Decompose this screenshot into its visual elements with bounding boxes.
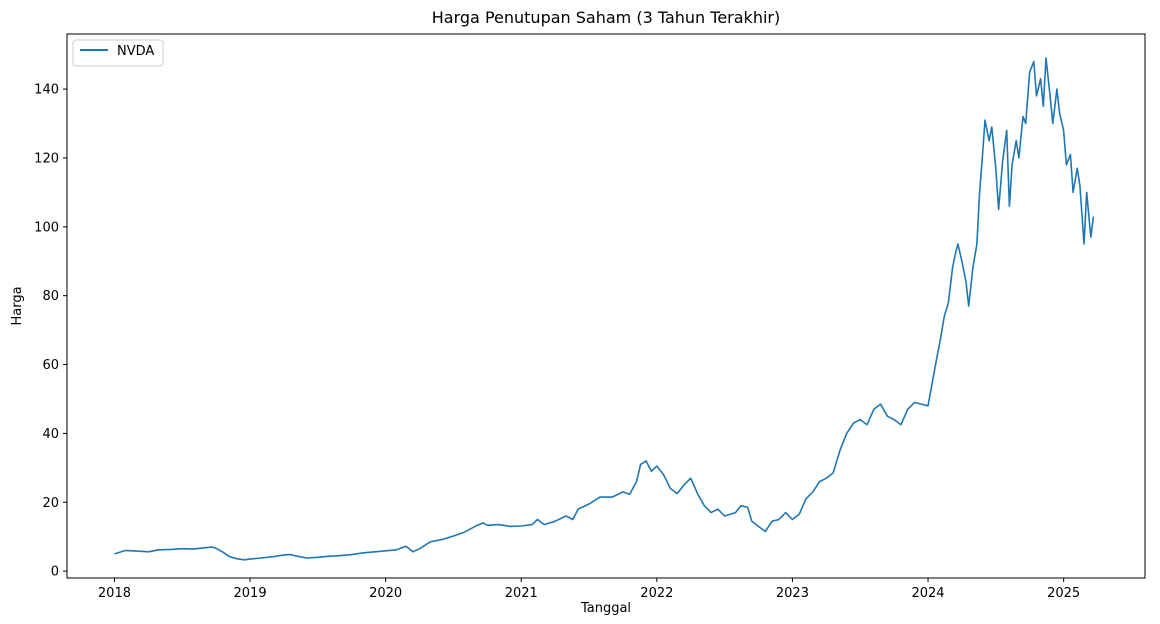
- y-tick-label: 40: [42, 427, 59, 442]
- legend-label: NVDA: [117, 44, 154, 59]
- y-tick-label: 140: [34, 83, 59, 98]
- legend-box: [72, 39, 164, 67]
- y-tick-label: 0: [51, 565, 59, 580]
- y-tick-label: 20: [42, 496, 59, 511]
- chart-title: Harga Penutupan Saham (3 Tahun Terakhir): [432, 8, 780, 27]
- y-tick-label: 120: [34, 151, 59, 166]
- y-tick-label: 100: [34, 220, 59, 235]
- series-line-nvda: [114, 57, 1095, 561]
- x-tick-label: 2020: [369, 586, 402, 601]
- x-tick-label: 2019: [234, 586, 267, 601]
- x-tick-label: 2022: [640, 586, 673, 601]
- plot-frame: [66, 33, 1146, 579]
- y-tick-label: 80: [42, 289, 59, 304]
- x-axis-ticks: 2018 2019 2020 2021 2022 2023 2024 2025: [98, 578, 1080, 601]
- x-tick-label: 2021: [505, 586, 538, 601]
- x-axis-label: Tanggal: [580, 601, 631, 616]
- y-tick-label: 60: [42, 358, 59, 373]
- legend: NVDA: [72, 39, 164, 67]
- y-axis-label: Harga: [10, 286, 25, 325]
- x-tick-label: 2023: [776, 586, 809, 601]
- y-axis-ticks: 0 20 40 60 80 100 120 140: [34, 83, 67, 580]
- x-tick-label: 2018: [98, 586, 131, 601]
- x-tick-label: 2025: [1047, 586, 1080, 601]
- series-layer: [114, 57, 1095, 561]
- x-tick-label: 2024: [911, 586, 944, 601]
